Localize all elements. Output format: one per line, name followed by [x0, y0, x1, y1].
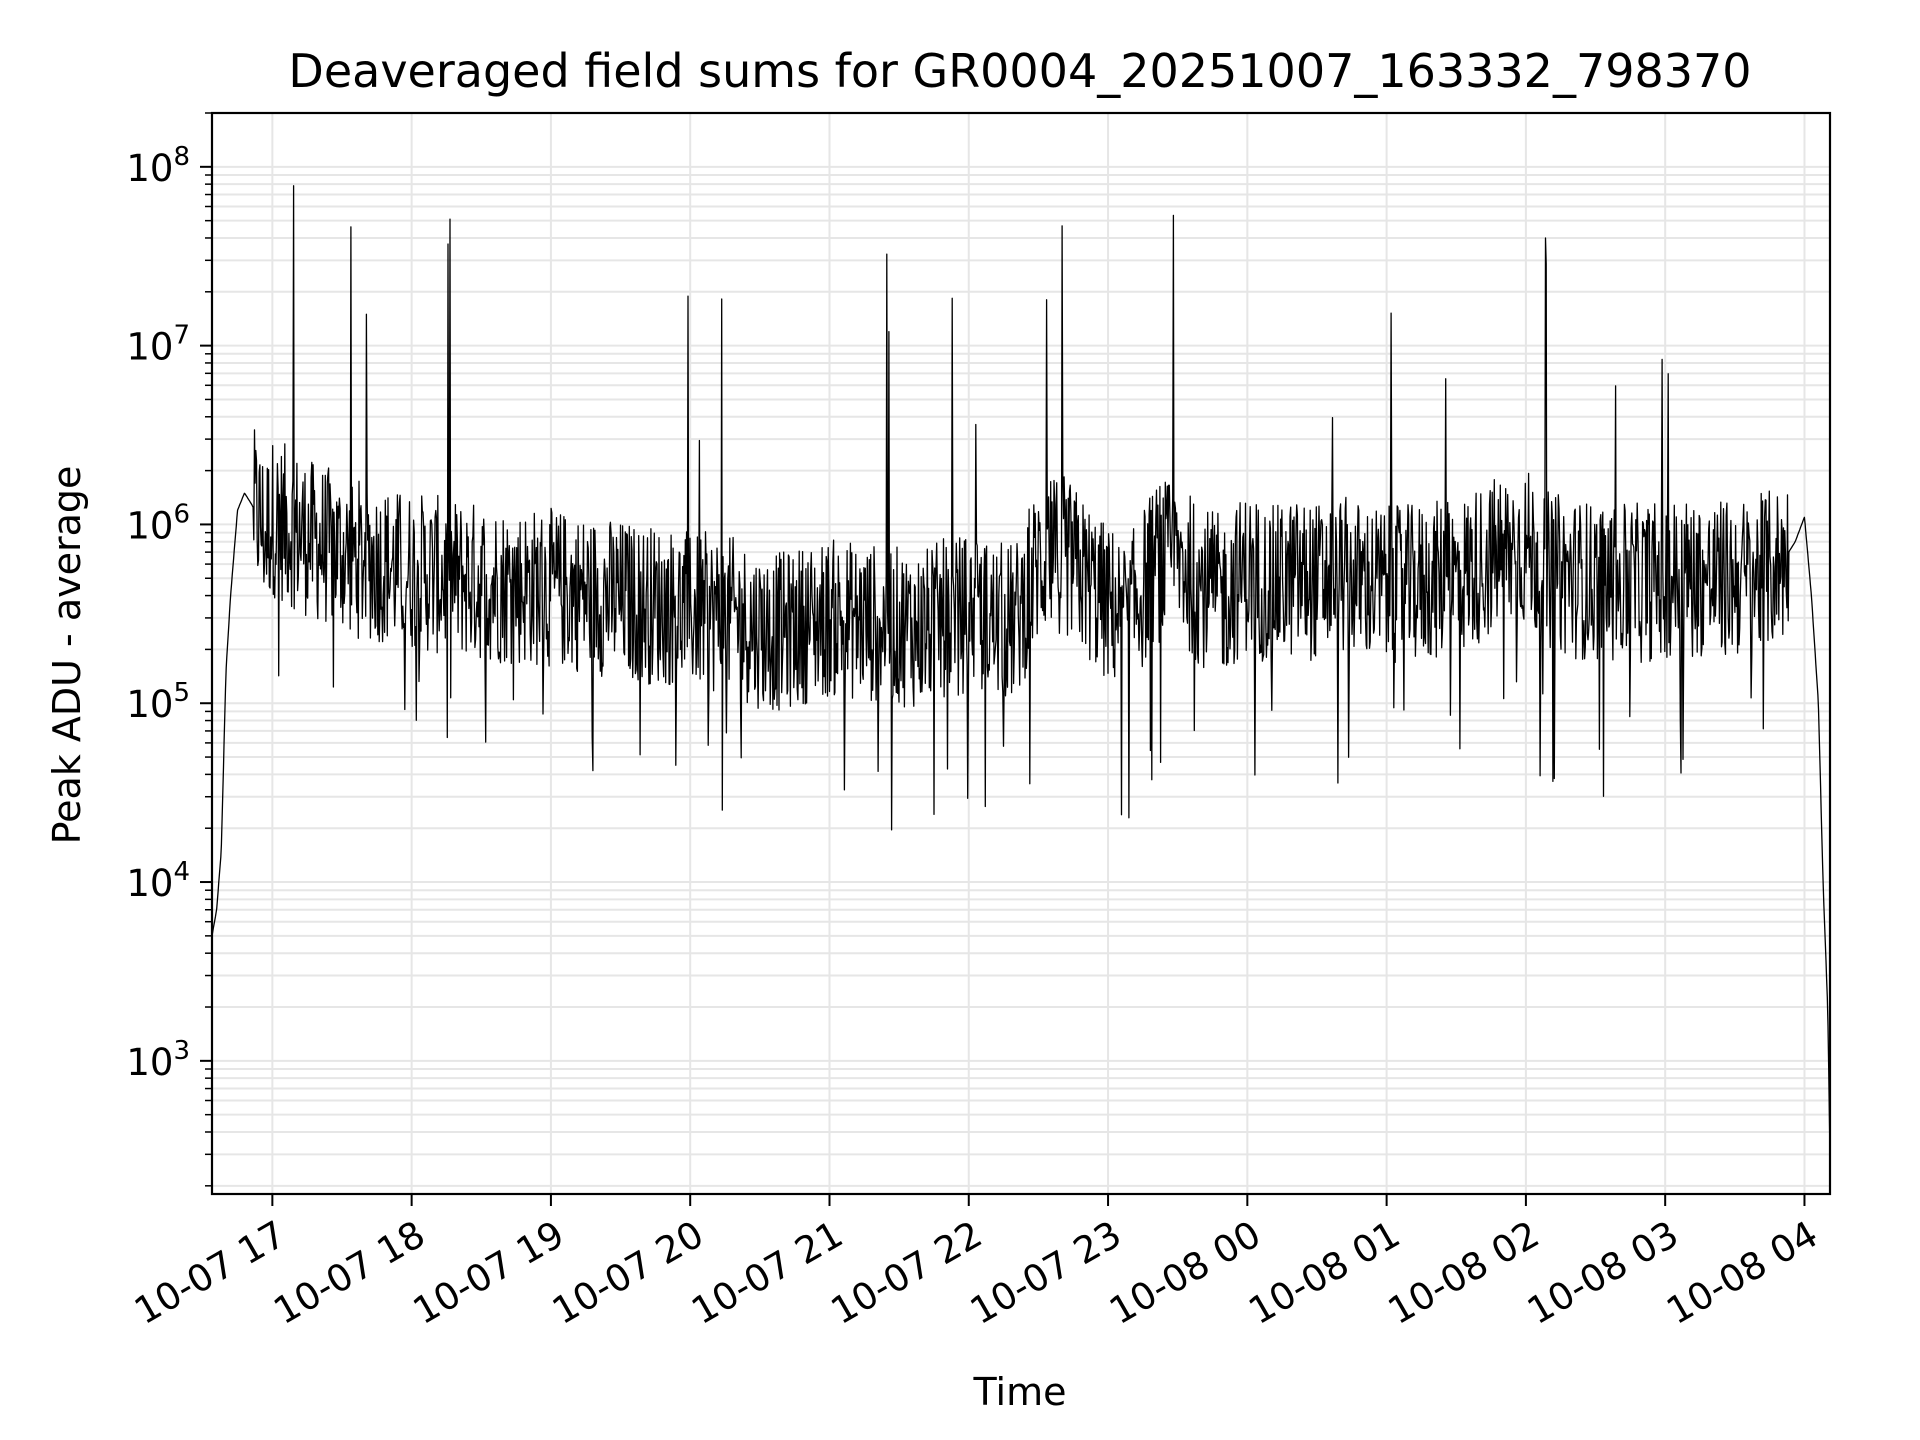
grid-lines: [212, 112, 1830, 1194]
y-axis-label: Peak ADU - average: [45, 466, 89, 845]
y-axis: 103 104 105 106 107 108: [126, 112, 212, 1187]
y-tick-label: 103: [126, 1036, 190, 1084]
x-axis-label: Time: [973, 1370, 1067, 1414]
series-line: [211, 185, 1831, 1155]
y-tick-label: 108: [126, 142, 190, 190]
y-tick-label: 105: [126, 678, 190, 726]
y-tick-label: 107: [126, 321, 190, 369]
plot-frame: [210, 111, 1832, 1196]
y-tick-label: 104: [126, 857, 190, 905]
y-tick-label: 106: [126, 499, 190, 547]
chart-title: Deaveraged field sums for GR0004_2025100…: [288, 44, 1751, 98]
